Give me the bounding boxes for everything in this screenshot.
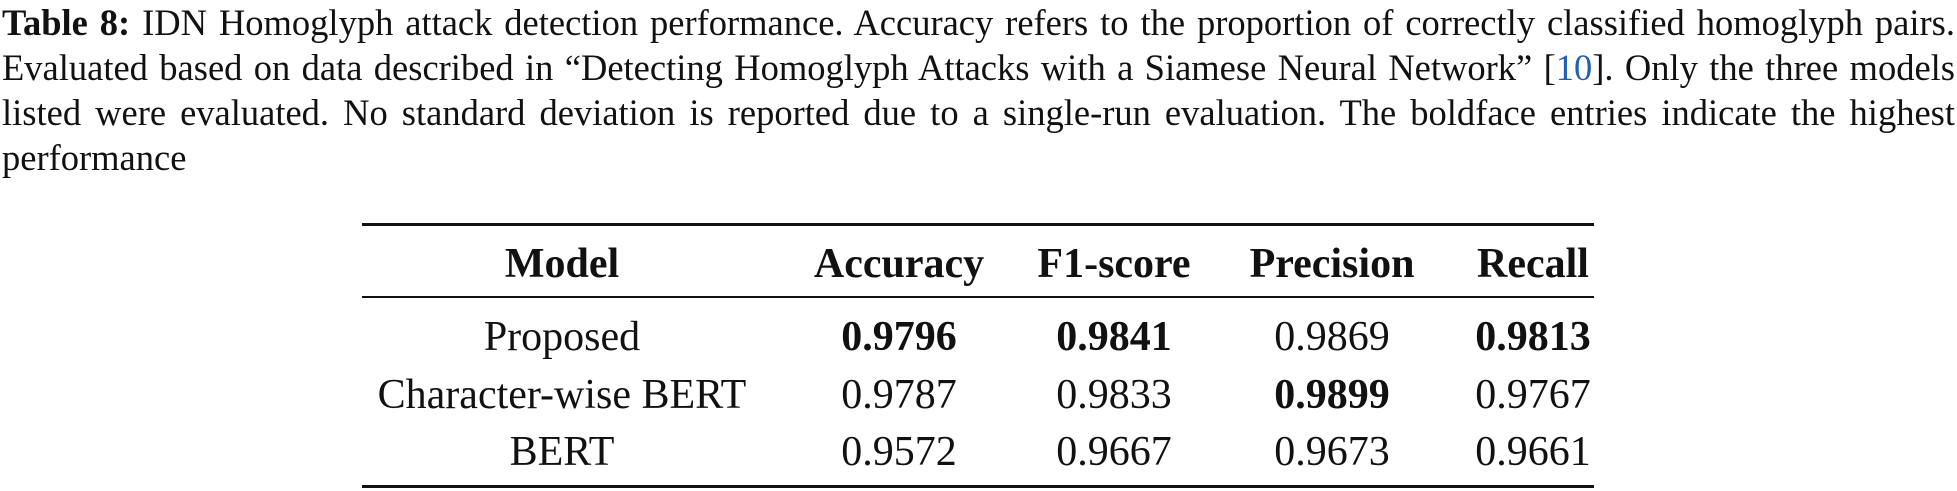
- citation[interactable]: 10: [1555, 47, 1593, 88]
- table-cell: 0.9661: [1475, 429, 1591, 475]
- table-cell: Proposed: [483, 314, 641, 360]
- table-cell: 0.9869: [1274, 314, 1390, 360]
- table-cell: 0.9572: [841, 429, 957, 475]
- bottom-rule: [362, 485, 1594, 488]
- table-cell: BERT: [509, 429, 615, 475]
- caption: Table 8: IDN Homoglyph attack detection …: [2, 0, 1955, 180]
- table-cell: 0.9899: [1274, 372, 1390, 418]
- table-cell: 0.9833: [1056, 372, 1172, 418]
- table-cell: 0.9796: [841, 314, 957, 360]
- table-cell: 0.9767: [1475, 372, 1591, 418]
- caption-text: IDN Homoglyph attack detection performan…: [2, 2, 1955, 88]
- table-cell: 0.9841: [1056, 314, 1172, 360]
- mid-rule: [362, 296, 1594, 298]
- table-cell: 0.9813: [1475, 314, 1591, 360]
- table-cell: 0.9667: [1056, 429, 1172, 475]
- header-cell: Recall: [1477, 241, 1589, 287]
- header-cell: Model: [504, 241, 620, 287]
- table-cell: Character-wise BERT: [377, 372, 747, 418]
- table-cell: 0.9787: [841, 372, 957, 418]
- table-cell: 0.9673: [1274, 429, 1390, 475]
- caption-label: Table 8:: [2, 2, 131, 43]
- header-cell: Precision: [1249, 241, 1415, 287]
- caption-text: ]. Only the three models listed were eva…: [2, 47, 1955, 178]
- top-rule: [362, 223, 1594, 226]
- header-cell: F1-score: [1037, 241, 1191, 287]
- header-cell: Accuracy: [813, 241, 985, 287]
